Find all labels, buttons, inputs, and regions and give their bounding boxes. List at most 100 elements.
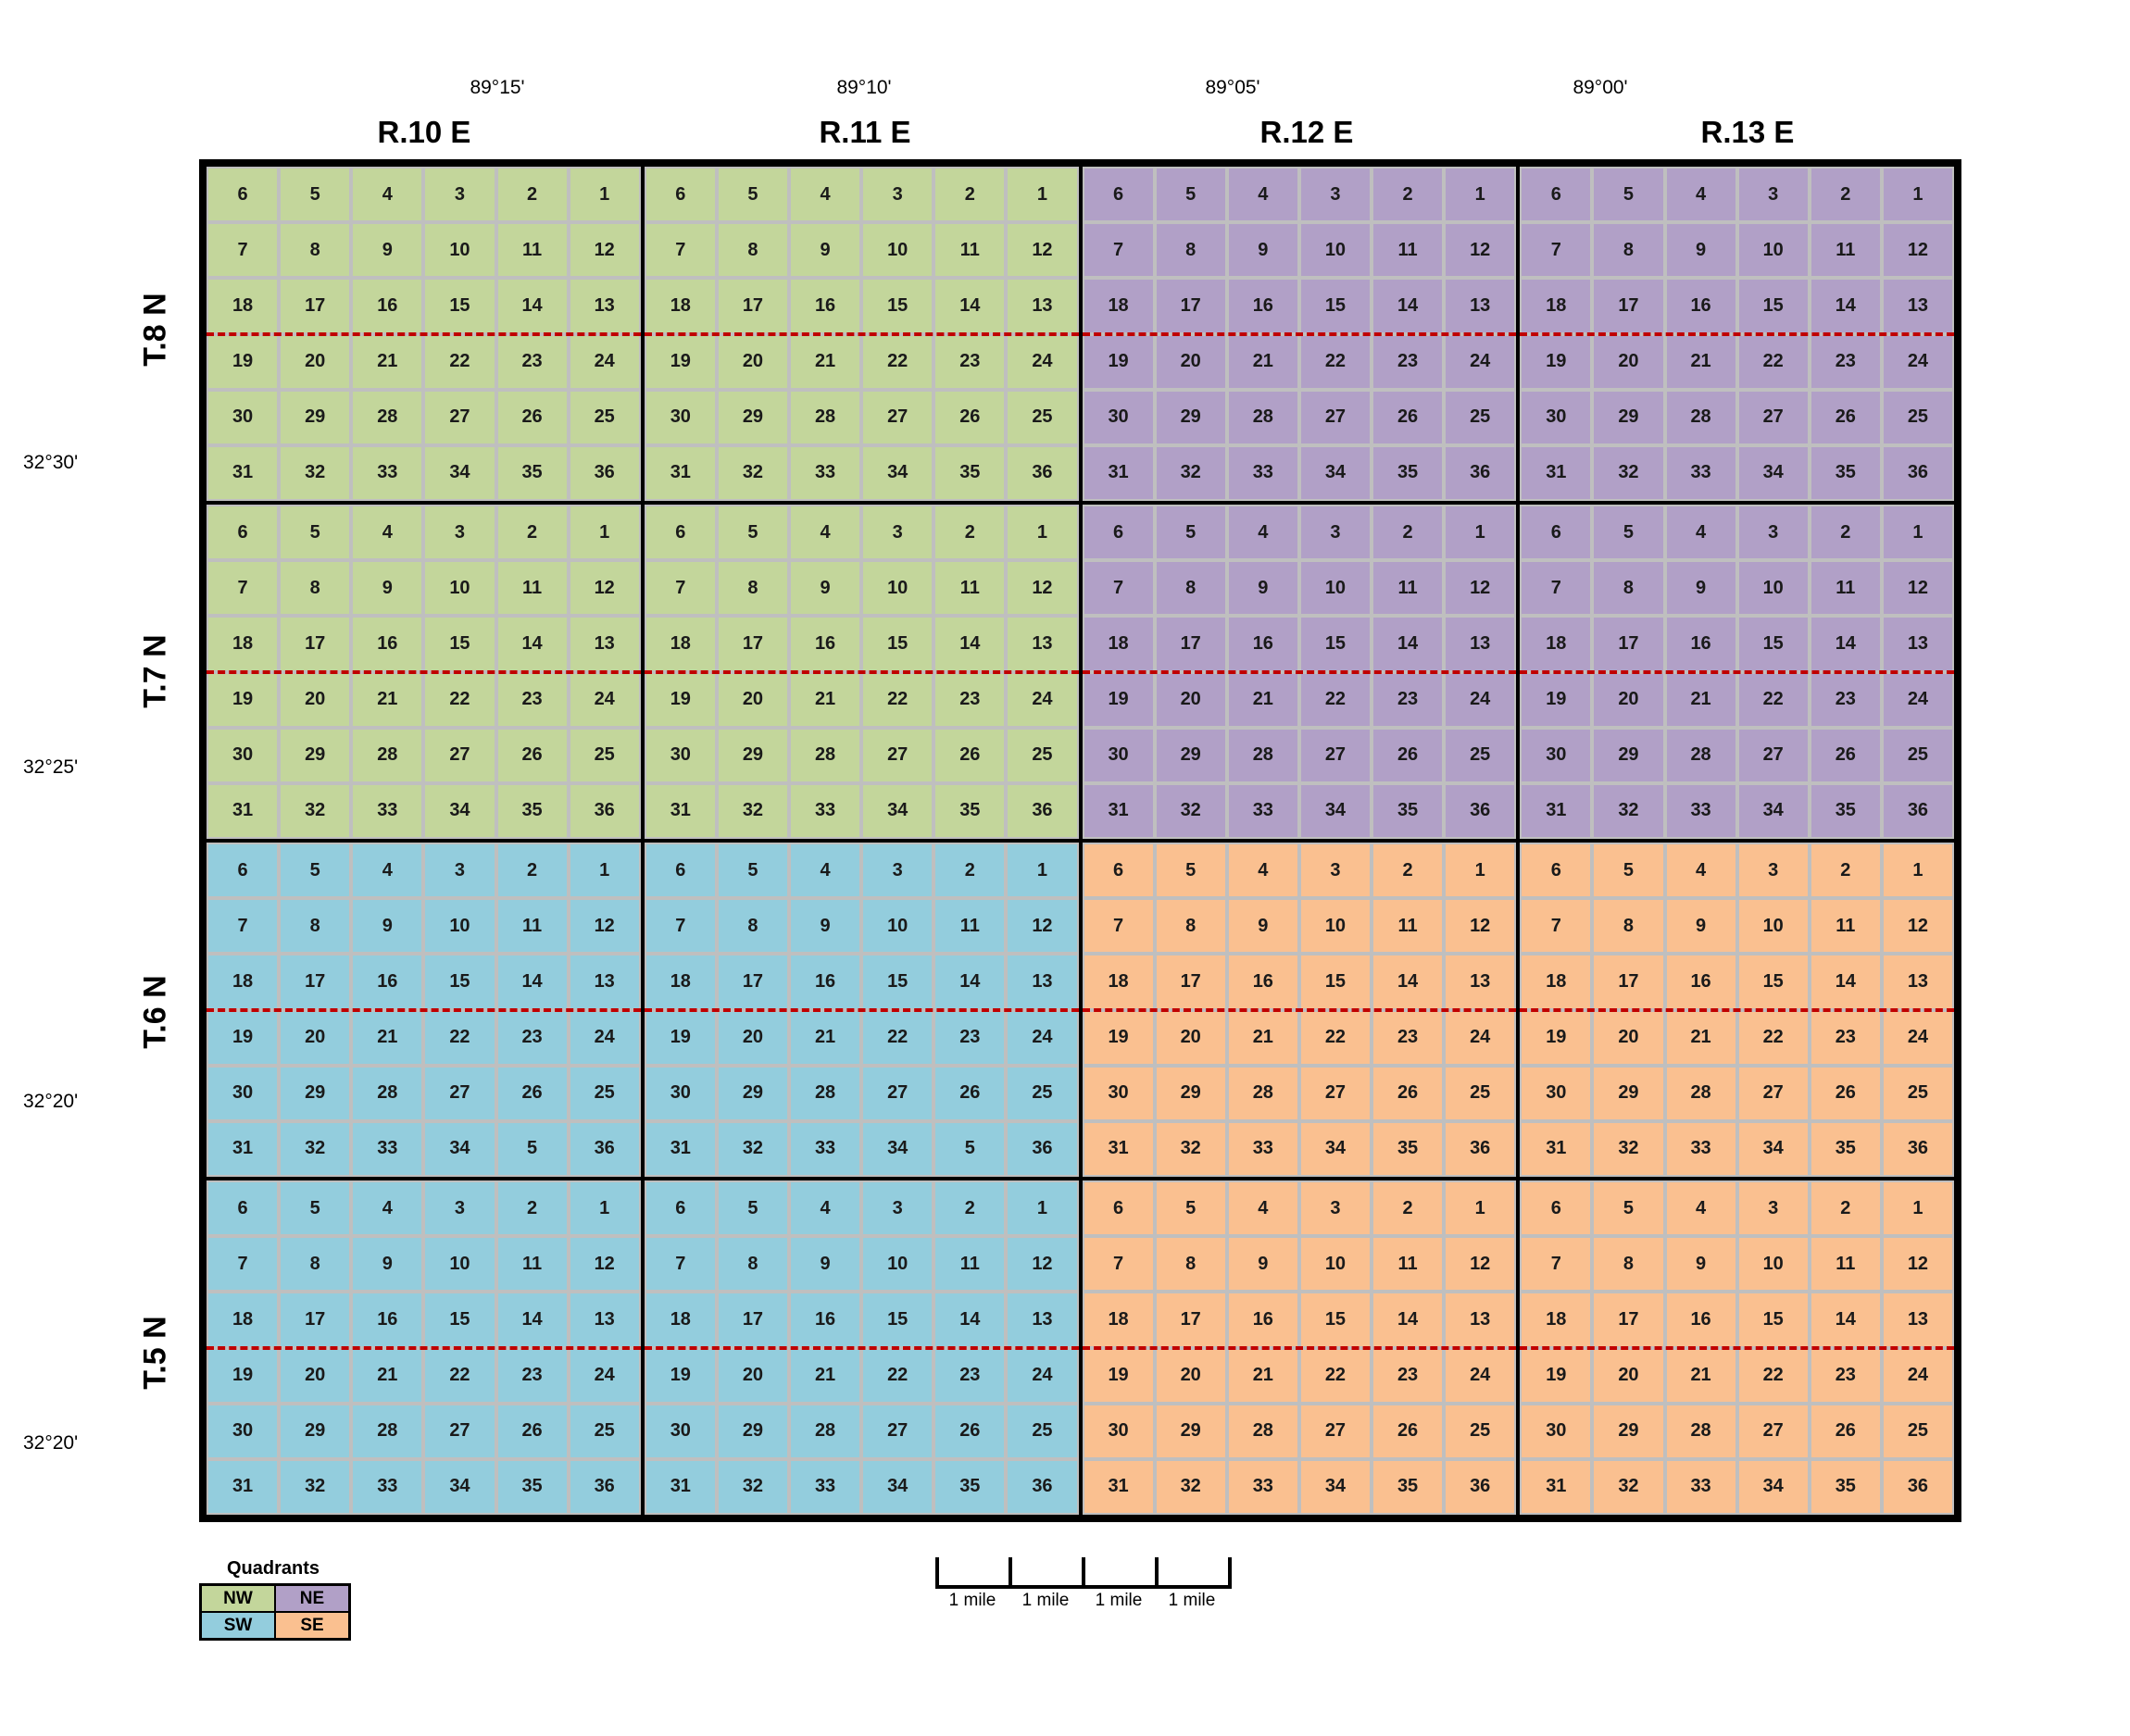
section-cell: 14 (1372, 278, 1445, 334)
section-cell: 14 (1372, 1292, 1445, 1348)
section-cell: 14 (495, 954, 569, 1010)
section-cell: 22 (423, 1009, 496, 1066)
section-cell: 15 (423, 1292, 496, 1348)
section-cell: 34 (861, 1120, 934, 1177)
township-block: 6 5 4 3 2 1 7 8 9 10 11 12 18 17 16 15 14 13 19 20 21 22 23 24 3… (1080, 841, 1519, 1179)
section-cell: 23 (933, 671, 1007, 728)
section-cell: 11 (495, 898, 569, 955)
section-cell: 29 (279, 1403, 352, 1459)
section-cell: 4 (1226, 1180, 1299, 1237)
section-cell: 18 (1520, 1292, 1593, 1348)
latitude-label: 32°25' (23, 756, 79, 778)
section-cell: 27 (861, 389, 934, 445)
township-block: 6 5 4 3 2 1 7 8 9 10 11 12 18 17 16 15 14 13 19 20 21 22 23 24 3… (642, 165, 1081, 503)
section-cell: 5 (933, 1120, 1007, 1177)
section-cell: 2 (495, 505, 569, 561)
section-cell: 29 (716, 1403, 789, 1459)
section-cell: 4 (351, 167, 424, 223)
section-cell: 16 (1664, 616, 1737, 672)
section-cell: 29 (1592, 727, 1665, 783)
legend-title: Quadrants (226, 1558, 320, 1579)
section-cell: 11 (933, 560, 1007, 617)
section-cell: 36 (1006, 1120, 1079, 1177)
section-cell: 23 (1809, 1009, 1882, 1066)
section-cell: 15 (861, 954, 934, 1010)
section-cell: 4 (1664, 167, 1737, 223)
section-cell: 23 (1809, 333, 1882, 390)
township-block: 6 5 4 3 2 1 7 8 9 10 11 12 18 17 16 15 14 13 19 20 21 22 23 24 3… (205, 841, 643, 1179)
section-cell: 36 (1006, 1458, 1079, 1515)
section-cell: 17 (1592, 278, 1665, 334)
section-cell: 1 (1006, 843, 1079, 899)
section-cell: 13 (1444, 616, 1517, 672)
section-cell: 33 (1226, 782, 1299, 839)
section-cell: 12 (1444, 560, 1517, 617)
section-cell: 34 (423, 444, 496, 501)
section-cell: 23 (495, 1347, 569, 1404)
section-cell: 2 (1809, 843, 1882, 899)
section-cell: 36 (1444, 1120, 1517, 1177)
section-cell: 30 (1520, 727, 1593, 783)
section-cell: 17 (1592, 1292, 1665, 1348)
section-cell: 3 (861, 843, 934, 899)
section-cell: 10 (1736, 560, 1810, 617)
section-cell: 16 (789, 616, 862, 672)
scale-tick (1155, 1557, 1159, 1589)
section-cell: 36 (568, 1120, 641, 1177)
section-cell: 36 (1006, 782, 1079, 839)
section-cell: 23 (933, 1009, 1007, 1066)
section-cell: 33 (1664, 444, 1737, 501)
section-cell: 23 (495, 671, 569, 728)
section-cell: 26 (1372, 727, 1445, 783)
section-cell: 20 (1592, 333, 1665, 390)
section-cell: 10 (423, 1236, 496, 1293)
section-cell: 34 (1298, 1458, 1372, 1515)
section-cell: 31 (207, 444, 280, 501)
section-cell: 13 (1881, 616, 1954, 672)
section-cell: 33 (789, 1458, 862, 1515)
section-cell: 7 (1520, 898, 1593, 955)
section-cell: 27 (1736, 1403, 1810, 1459)
section-cell: 7 (207, 898, 280, 955)
section-cell: 1 (1006, 505, 1079, 561)
section-cell: 25 (1006, 1403, 1079, 1459)
township-block: 6 5 4 3 2 1 7 8 9 10 11 12 18 17 16 15 14 13 19 20 21 22 23 24 3… (642, 841, 1081, 1179)
section-cell: 7 (207, 222, 280, 279)
section-cell: 26 (495, 1065, 569, 1121)
section-cell: 12 (568, 898, 641, 955)
section-cell: 34 (861, 444, 934, 501)
section-cell: 1 (568, 1180, 641, 1237)
section-cell: 23 (495, 333, 569, 390)
section-cell: 36 (1006, 444, 1079, 501)
section-cell: 18 (1082, 278, 1155, 334)
section-cell: 28 (1664, 389, 1737, 445)
section-cell: 10 (1736, 898, 1810, 955)
township-block: 6 5 4 3 2 1 7 8 9 10 11 12 18 17 16 15 14 13 19 20 21 22 23 24 3… (205, 1179, 643, 1517)
section-cell: 12 (1881, 222, 1954, 279)
section-cell: 3 (1298, 167, 1372, 223)
section-cell: 35 (1809, 444, 1882, 501)
section-cell: 6 (644, 167, 717, 223)
section-cell: 3 (861, 167, 934, 223)
section-cell: 8 (1154, 1236, 1227, 1293)
section-cell: 7 (1520, 1236, 1593, 1293)
section-cell: 34 (1298, 444, 1372, 501)
section-cell: 10 (861, 222, 934, 279)
section-cell: 25 (1444, 1065, 1517, 1121)
section-cell: 35 (933, 782, 1007, 839)
section-cell: 21 (789, 333, 862, 390)
section-cell: 3 (1736, 505, 1810, 561)
section-cell: 20 (1154, 1009, 1227, 1066)
section-cell: 1 (1006, 1180, 1079, 1237)
section-cell: 16 (1226, 1292, 1299, 1348)
section-cell: 14 (1809, 954, 1882, 1010)
legend-sw: SW (201, 1612, 275, 1639)
section-cell: 28 (1226, 1403, 1299, 1459)
section-cell: 35 (1372, 444, 1445, 501)
section-cell: 24 (1881, 1347, 1954, 1404)
section-cell: 36 (568, 782, 641, 839)
section-cell: 9 (789, 898, 862, 955)
section-cell: 29 (1154, 389, 1227, 445)
section-cell: 33 (789, 444, 862, 501)
section-cell: 5 (716, 843, 789, 899)
